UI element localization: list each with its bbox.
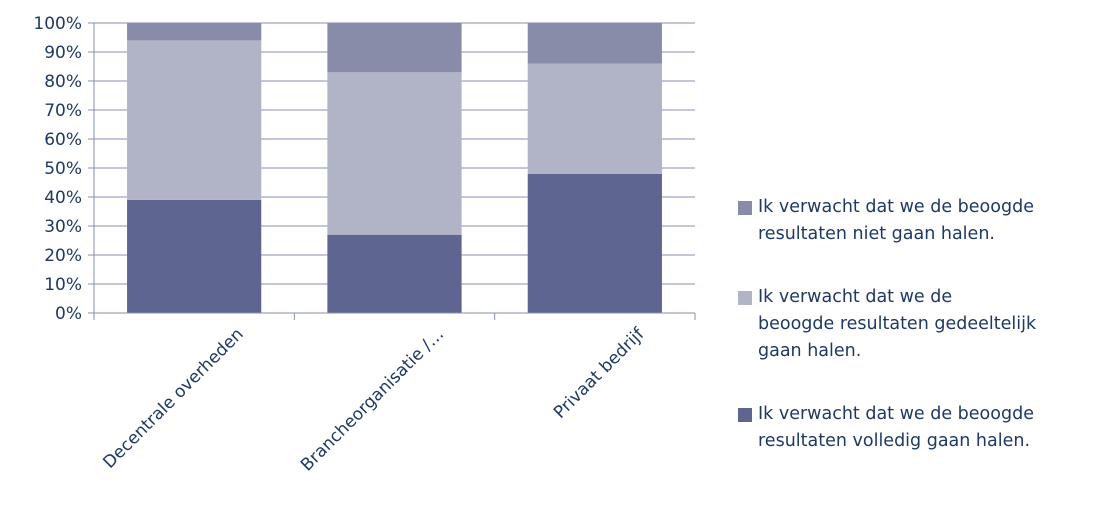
x-tick-labels: Decentrale overheden Brancheorganisatie /… [99, 324, 649, 476]
y-tick-label: 80% [44, 72, 82, 92]
bar-segment [327, 23, 462, 73]
legend-label-line: gaan halen. [758, 341, 862, 361]
bar-segment [527, 63, 662, 174]
legend-item-gedeeltelijk: Ik verwacht dat we de beoogde resultaten… [738, 284, 1105, 365]
legend-swatch-volledig [738, 408, 752, 422]
bar-segment [327, 72, 462, 235]
legend-label-line: resultaten niet gaan halen. [758, 224, 995, 244]
bar-segment [127, 23, 262, 41]
legend-label-line: Ik verwacht dat we de beoogde [758, 404, 1034, 424]
x-tick-label: Brancheorganisatie /… [297, 324, 448, 475]
stacked-bar-chart: 0% 10% 20% 30% 40% 50% 60% 70% 80% 90% 100% Decent… [33, 14, 696, 476]
y-tick-label: 100% [33, 14, 82, 34]
y-tick-label: 10% [44, 275, 82, 295]
y-tick-label: 30% [44, 217, 82, 237]
legend-item-niet: Ik verwacht dat we de beoogde resultaten… [738, 194, 1105, 248]
legend-swatch-gedeeltelijk [738, 291, 752, 305]
y-tick-label: 90% [44, 43, 82, 63]
bar-segment [127, 199, 262, 313]
x-tick-label: Privaat bedrijf [550, 324, 649, 423]
axes [88, 22, 696, 320]
bar-segment [327, 234, 462, 313]
y-tick-label: 0% [55, 304, 82, 324]
legend-swatch-niet [738, 201, 752, 215]
legend-label-line: Ik verwacht dat we de beoogde [758, 197, 1034, 217]
bar-segment [527, 173, 662, 313]
bar-segment [527, 23, 662, 64]
legend-item-volledig: Ik verwacht dat we de beoogde resultaten… [738, 401, 1105, 455]
y-tick-label: 60% [44, 130, 82, 150]
y-tick-label: 20% [44, 246, 82, 266]
y-tick-label: 40% [44, 188, 82, 208]
y-tick-label: 50% [44, 159, 82, 179]
legend-label-line: resultaten volledig gaan halen. [758, 431, 1031, 451]
legend: Ik verwacht dat we de beoogde resultaten… [738, 194, 1105, 455]
legend-label-line: Ik verwacht dat we de [758, 287, 953, 307]
bar-segment [127, 40, 262, 200]
y-tick-labels: 0% 10% 20% 30% 40% 50% 60% 70% 80% 90% 100% [33, 14, 82, 324]
x-tick-label: Decentrale overheden [99, 324, 247, 472]
bars [127, 23, 662, 313]
y-tick-label: 70% [44, 101, 82, 121]
legend-label-line: beoogde resultaten gedeeltelijk [758, 314, 1037, 334]
